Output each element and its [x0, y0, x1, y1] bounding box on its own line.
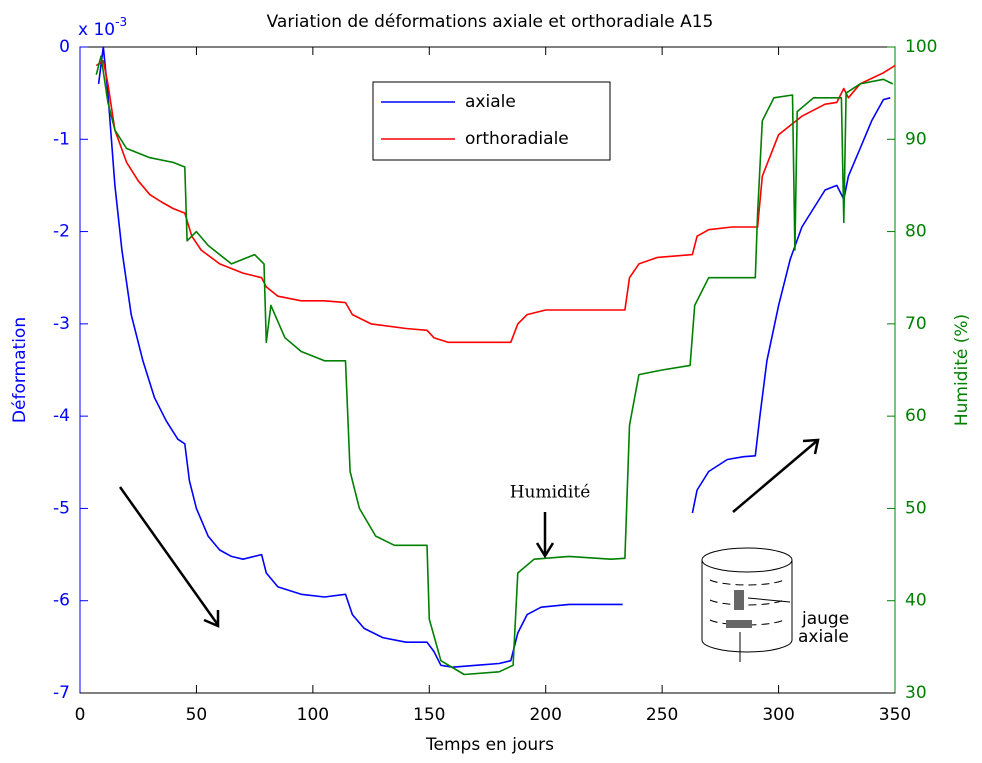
y2-tick-label: 70 [905, 314, 927, 334]
x-tick-label: 100 [297, 705, 329, 725]
legend-box [372, 81, 611, 161]
y-tick-label: -4 [53, 406, 70, 426]
y-exponent: x 10-3 [78, 15, 127, 41]
arrow-head [203, 610, 220, 628]
x-tick-label: 50 [186, 705, 208, 725]
arrow-head [535, 542, 555, 559]
arrow [118, 486, 220, 626]
y-tick-label: -5 [53, 498, 70, 518]
arrow-head [802, 438, 820, 455]
gauge [726, 620, 752, 628]
inset-diagram: jauge axiale [701, 547, 849, 662]
y-tick-label: -6 [53, 591, 70, 611]
x-tick-label: 300 [762, 705, 794, 725]
arrow [732, 439, 819, 513]
y-tick-label: -2 [53, 222, 70, 242]
chart-title: Variation de déformations axiale et orth… [267, 12, 714, 32]
cylinder-lines [709, 579, 785, 626]
y2-tick-label: 50 [905, 498, 927, 518]
x-tick-label: 350 [879, 705, 911, 725]
annotations: Humidité [118, 438, 820, 628]
x-tick-label: 200 [529, 705, 561, 725]
series-line [97, 46, 891, 668]
y-tick-label: 0 [59, 37, 70, 57]
x-tick-label: 150 [413, 705, 445, 725]
exponent-base: x 10 [78, 20, 115, 40]
y2-tick-label: 80 [905, 222, 927, 242]
y2-tick-label: 100 [905, 37, 937, 57]
y2-tick-label: 30 [905, 683, 927, 703]
y-tick-label: -7 [53, 683, 70, 703]
series-line [95, 55, 894, 676]
legend-label: orthoradiale [465, 129, 569, 149]
y2-tick-label: 40 [905, 591, 927, 611]
x-axis-label: Temps en jours [425, 735, 554, 755]
legend-label: axiale [465, 92, 516, 112]
y-tick-label: -1 [53, 129, 70, 149]
y-axis-label: Déformation [10, 317, 30, 423]
y2-tick-label: 90 [905, 129, 927, 149]
x-tick-label: 250 [646, 705, 678, 725]
y2-tick-label: 60 [905, 406, 927, 426]
inset-label: jauge [801, 609, 849, 629]
gauge [734, 590, 744, 610]
cylinder-body [701, 560, 793, 653]
series-line [95, 60, 896, 344]
y2-axis-label: Humidité (%) [952, 314, 972, 426]
cylinder-top [701, 547, 793, 573]
y-tick-label: -3 [53, 314, 70, 334]
x-tick-label: 0 [75, 705, 86, 725]
humidity-annotation: Humidité [510, 483, 591, 503]
inset-label: axiale [798, 627, 849, 647]
pointer [747, 597, 791, 603]
exponent-power: -3 [115, 15, 127, 29]
